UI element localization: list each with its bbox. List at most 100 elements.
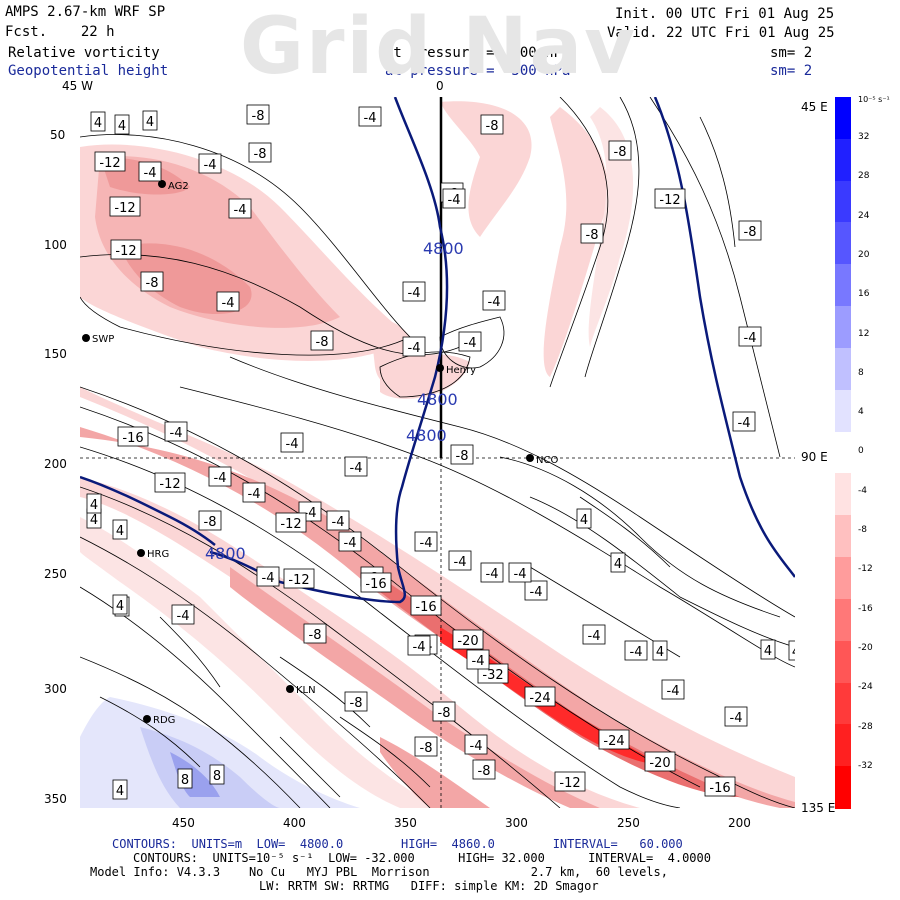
vorticity-label-box xyxy=(112,519,128,540)
vorticity-label-box xyxy=(112,594,128,615)
vorticity-label-box xyxy=(580,223,604,244)
vorticity-label: -4 xyxy=(248,487,261,502)
colorbar-label: -12 xyxy=(858,564,873,575)
field1-smoothing: sm= 2 xyxy=(770,45,813,61)
colorbar-segment xyxy=(835,97,851,140)
vorticity-label: -4 xyxy=(448,193,461,208)
vorticity-label: 8 xyxy=(213,769,221,784)
vorticity-label: 4 xyxy=(580,513,588,528)
vorticity-label: -12 xyxy=(280,517,301,532)
vorticity-label-box xyxy=(458,331,482,352)
vorticity-label: -4 xyxy=(472,654,485,669)
vorticity-label: -8 xyxy=(204,515,217,530)
vorticity-label-box xyxy=(154,472,186,493)
y-tick: 50 xyxy=(50,128,66,142)
vorticity-label-box xyxy=(576,508,592,529)
vorticity-label: -4 xyxy=(630,645,643,660)
vorticity-label: 4 xyxy=(116,784,124,799)
vorticity-label-box xyxy=(109,196,141,217)
colorbar-unit: 10⁻⁵ s⁻¹ xyxy=(858,95,890,104)
colorbar-segment xyxy=(835,431,851,475)
vorticity-label: -4 xyxy=(744,331,757,346)
station-label: AG2 xyxy=(168,181,189,192)
vorticity-label-box xyxy=(228,198,252,219)
vorticity-label-box xyxy=(114,114,130,135)
height-label: 4800 xyxy=(423,239,464,258)
colorbar-label: -20 xyxy=(858,642,873,653)
colorbar-segment xyxy=(835,598,851,642)
vorticity-label: -8 xyxy=(420,741,433,756)
vorticity-label-box xyxy=(554,771,586,792)
vorticity-label: -4 xyxy=(304,506,317,521)
x-tick: 250 xyxy=(617,816,640,830)
geopotential-height-contours xyxy=(80,97,795,604)
vorticity-label-box xyxy=(326,510,350,531)
vorticity-label-box xyxy=(760,639,776,660)
model-title: AMPS 2.67-km WRF SP xyxy=(5,4,166,20)
colorbar-segment xyxy=(835,766,851,809)
vorticity-label-box xyxy=(524,580,548,601)
vorticity-label: -4 xyxy=(413,640,426,655)
vorticity-label-box xyxy=(472,759,496,780)
height-label: 4800 xyxy=(417,390,458,409)
vorticity-label: -12 xyxy=(288,573,309,588)
vorticity-label-box xyxy=(738,326,762,347)
vorticity-label: -8 xyxy=(438,706,451,721)
vorticity-label: -4 xyxy=(470,739,483,754)
colorbar-segment xyxy=(835,515,851,559)
vorticity-label: -8 xyxy=(744,225,757,240)
vorticity-label-box xyxy=(524,686,556,707)
vorticity-label-box xyxy=(310,330,334,351)
vorticity-label: -4 xyxy=(332,515,345,530)
colorbar-label: 8 xyxy=(858,367,864,378)
vorticity-label-box xyxy=(407,635,431,656)
colorbar-segment xyxy=(835,724,851,768)
vorticity-label-box xyxy=(360,572,392,593)
x-tick: 400 xyxy=(283,816,306,830)
x-tick: 300 xyxy=(505,816,528,830)
colorbar-segment xyxy=(835,557,851,600)
footer-vorticity-contours: CONTOURS: UNITS=10⁻⁵ s⁻¹ LOW= -32.000 HI… xyxy=(133,851,711,865)
vorticity-label-box xyxy=(142,110,158,131)
vorticity-label: 4 xyxy=(146,115,154,130)
y-tick: 350 xyxy=(44,792,67,806)
colorbar-label: 20 xyxy=(858,249,870,260)
vorticity-label: -32 xyxy=(482,668,503,683)
colorbar-segment xyxy=(835,389,851,433)
vorticity-label: -16 xyxy=(122,431,143,446)
vorticity-label: -8 xyxy=(146,276,159,291)
vorticity-label: 4 xyxy=(764,644,772,659)
footer-physics-info: LW: RRTM SW: RRTMG DIFF: simple KM: 2D S… xyxy=(259,879,599,893)
vorticity-label: -4 xyxy=(488,295,501,310)
vorticity-label-box xyxy=(140,271,164,292)
vorticity-label: 4 xyxy=(94,116,102,131)
vorticity-label-box xyxy=(704,776,736,797)
meridian-label-0: 0 xyxy=(436,79,444,93)
vorticity-label: 4 xyxy=(792,645,795,660)
map-plot-area[interactable]: 4800 4800 4800 4800 AG2 SWP Henry NCO HR… xyxy=(80,97,795,808)
vorticity-label-box xyxy=(610,552,626,573)
station-label: KLN xyxy=(296,685,316,696)
vorticity-label: 8 xyxy=(181,773,189,788)
vorticity-label: -4 xyxy=(170,426,183,441)
vorticity-label: 4 xyxy=(614,557,622,572)
vorticity-label: -4 xyxy=(738,416,751,431)
vorticity-label-box xyxy=(402,281,426,302)
vorticity-label: -8 xyxy=(254,147,267,162)
colorbar-label: -16 xyxy=(858,603,873,614)
vorticity-label: -8 xyxy=(614,145,627,160)
vorticity-label-box xyxy=(177,768,193,789)
vorticity-label: -4 xyxy=(144,166,157,181)
vorticity-label: -20 xyxy=(457,634,478,649)
station-label: SWP xyxy=(92,334,114,345)
vorticity-label: -4 xyxy=(464,336,477,351)
vorticity-label: 4 xyxy=(90,513,98,528)
vorticity-label: -4 xyxy=(530,585,543,600)
vorticity-label: -16 xyxy=(415,600,436,615)
vorticity-label-box xyxy=(256,566,280,587)
init-time: Init. 00 UTC Fri 01 Aug 25 xyxy=(615,6,835,22)
y-tick: 250 xyxy=(44,567,67,581)
y-tick: 200 xyxy=(44,457,67,471)
vorticity-label: -8 xyxy=(486,119,499,134)
vorticity-label-box xyxy=(624,640,648,661)
